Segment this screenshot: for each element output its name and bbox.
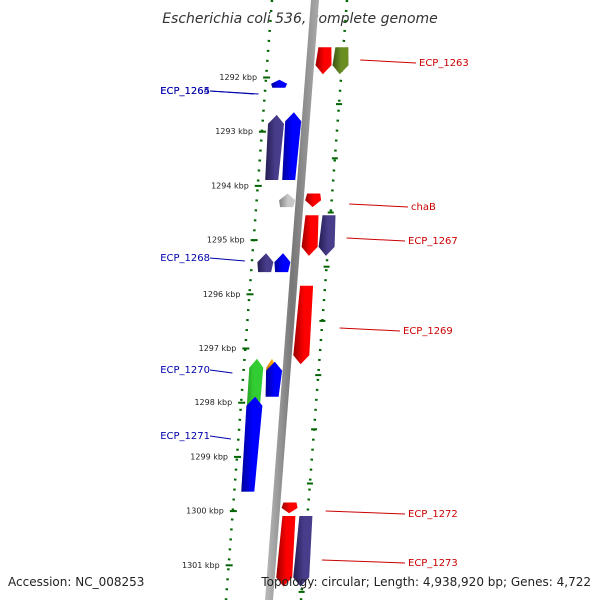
gene-label[interactable]: ECP_1264 (160, 86, 210, 97)
gene-label[interactable]: ECP_1273 (408, 558, 458, 569)
gene-features (241, 47, 349, 587)
gene-arrow[interactable] (315, 47, 332, 75)
gene-arrow[interactable] (265, 114, 284, 180)
label-leader (321, 559, 406, 564)
label-leader (349, 203, 409, 208)
gene-arrow[interactable] (305, 193, 322, 208)
gene-arrow[interactable] (241, 396, 263, 492)
gene-label[interactable]: ECP_1269 (403, 326, 453, 337)
gene-label[interactable]: ECP_1263 (419, 58, 469, 69)
accession-text: Accession: NC_008253 (8, 575, 144, 589)
gene-label[interactable]: ECP_1268 (160, 253, 210, 264)
gene-arrow[interactable] (279, 193, 296, 208)
label-leader (346, 237, 406, 242)
gene-label[interactable]: ECP_1271 (160, 431, 210, 442)
map-title: Escherichia coli 536, complete genome (162, 11, 438, 27)
label-leader (339, 327, 401, 332)
gene-arrow[interactable] (282, 112, 302, 180)
gene-label[interactable]: ECP_1267 (408, 236, 458, 247)
tick-label: 1296 kbp (203, 290, 241, 299)
gene-arrow[interactable] (332, 47, 349, 75)
label-leader (209, 90, 254, 95)
topology-text: Topology: circular; Length: 4,938,920 bp… (260, 575, 591, 589)
gene-arrow[interactable] (318, 215, 336, 256)
gene-arrow[interactable] (257, 253, 274, 273)
gene-arrow[interactable] (271, 79, 288, 88)
label-leader (209, 435, 232, 440)
tick-label: 1293 kbp (215, 127, 253, 136)
gene-label[interactable]: ECP_1265 (160, 86, 210, 97)
tick-label: 1300 kbp (186, 507, 224, 516)
genome-backbone (265, 0, 319, 600)
label-leader (209, 257, 245, 262)
tick-label: 1292 kbp (219, 73, 257, 82)
gene-arrow[interactable] (265, 361, 283, 397)
tick-label: 1297 kbp (199, 344, 237, 353)
gene-arrow[interactable] (281, 502, 298, 514)
gene-arrow[interactable] (276, 516, 296, 587)
gene-label[interactable]: ECP_1270 (160, 365, 210, 376)
gene-label[interactable]: chaB (411, 202, 436, 213)
gene-arrow[interactable] (301, 215, 319, 256)
label-leader (209, 369, 233, 374)
gene-arrow[interactable] (293, 516, 313, 587)
forward-strand-ring (224, 0, 274, 600)
tick-label: 1299 kbp (190, 452, 228, 461)
tick-label: 1301 kbp (182, 561, 220, 570)
label-leader (325, 510, 406, 515)
kbp-ticks: 1292 kbp 1293 kbp 1294 kbp 1295 kbp 1296 kbp… (182, 73, 343, 593)
tick-label: 1298 kbp (194, 398, 232, 407)
gene-label[interactable]: ECP_1272 (408, 509, 458, 520)
gene-arrow[interactable] (274, 253, 291, 273)
tick-label: 1294 kbp (211, 181, 249, 190)
label-leader (360, 59, 417, 64)
tick-label: 1295 kbp (207, 236, 245, 245)
gene-arrow[interactable] (293, 285, 314, 365)
reverse-strand-ring (299, 0, 349, 600)
